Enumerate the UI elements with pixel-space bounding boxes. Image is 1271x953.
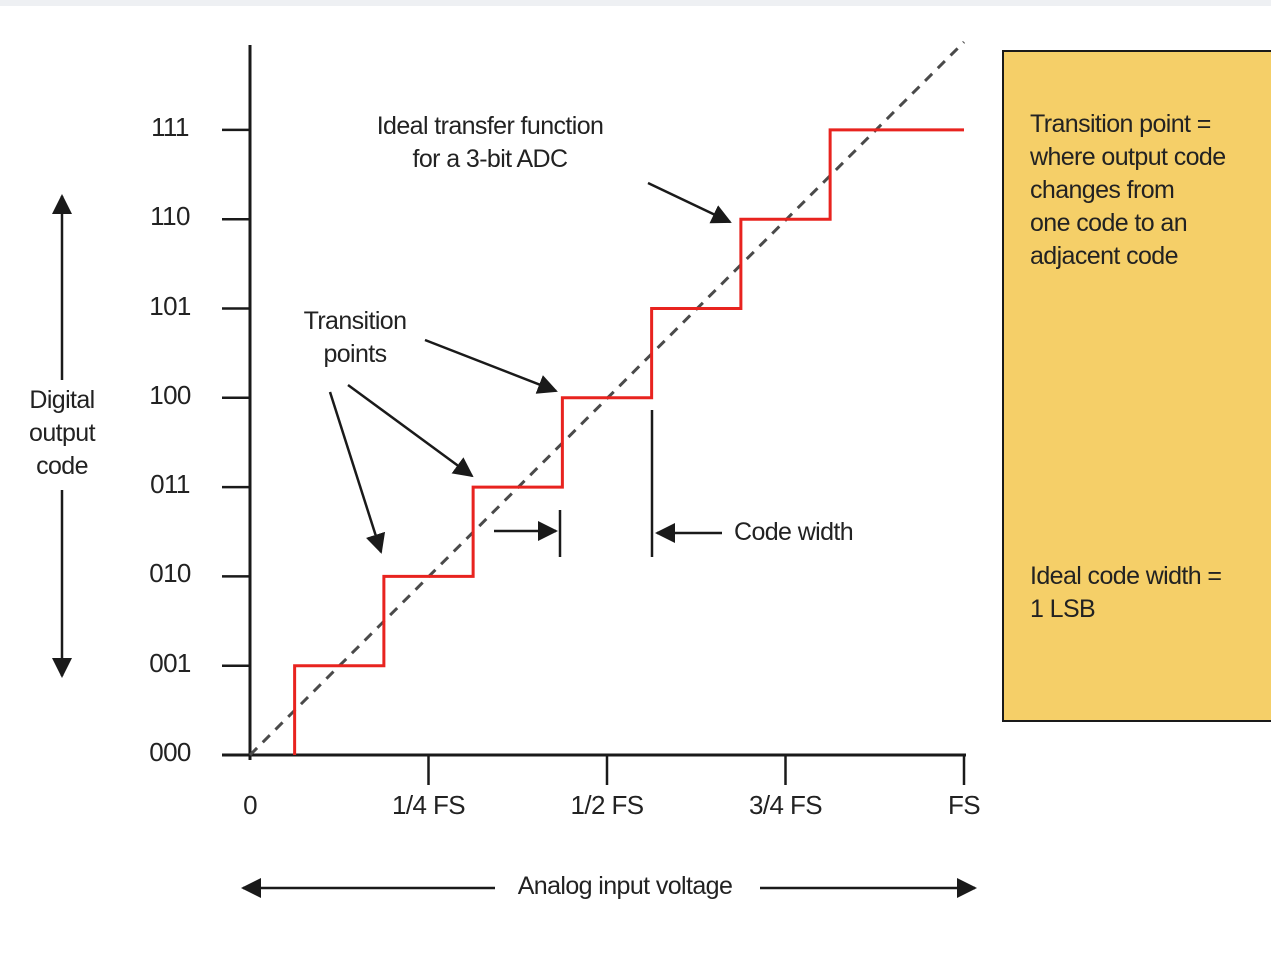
y-axis-label-line: Digital [29,386,95,414]
top-strip [0,0,1271,6]
transition-arrow [328,391,386,554]
transition-points-line: Transition [303,307,407,335]
x-tick-label: FS [947,790,981,820]
y-tick-label: 100 [149,379,191,410]
y-tick-label: 000 [149,737,191,767]
y-tick-label: 011 [150,469,190,500]
y-axis-label-line: output [29,419,96,447]
x-tick-label: 1/4 FS [392,790,466,820]
transition-definition-line: where output code [1030,143,1226,171]
transition-points-line: points [323,340,387,368]
x-axis-label: Analog input voltage [517,872,733,900]
transition-definition-line: changes from [1030,176,1175,204]
y-tick-label: 010 [149,558,191,589]
ideal-transfer-line: for a 3-bit ADC [412,145,569,173]
code-width-definition: Ideal code width = 1 LSB [1030,560,1222,626]
code-width-definition-line: Ideal code width = [1030,562,1222,590]
y-tick-label: 111 [151,111,189,142]
x-tick-label: 1/2 FS [570,790,645,820]
code-width-definition-line: 1 LSB [1030,595,1096,623]
info-box: Transition point = where output code cha… [1002,50,1271,722]
x-tick-label: 3/4 FS [749,790,823,820]
adc-step-function [293,128,964,755]
y-tick-label: 110 [150,201,190,232]
y-axis-label: Digital output code [12,384,112,483]
ideal-transfer-arrow [647,181,732,224]
y-axis-label-line: code [36,452,88,480]
y-tick-label: 001 [149,647,191,678]
code-width-label: Code width [734,518,854,546]
ideal-transfer-line: Ideal transfer function [376,112,604,140]
transition-definition-line: Transition point = [1030,110,1211,138]
transition-definition: Transition point = where output code cha… [1030,108,1226,273]
ideal-transfer-label: Ideal transfer function for a 3-bit ADC [330,110,650,176]
transition-definition-line: one code to an [1030,209,1188,237]
x-tick-label: 0 [243,790,257,820]
y-tick-label: 101 [149,290,191,321]
transition-definition-line: adjacent code [1030,242,1178,270]
transition-arrow [424,338,558,394]
transition-arrow [347,383,474,478]
transition-points-label: Transition points [290,305,420,371]
